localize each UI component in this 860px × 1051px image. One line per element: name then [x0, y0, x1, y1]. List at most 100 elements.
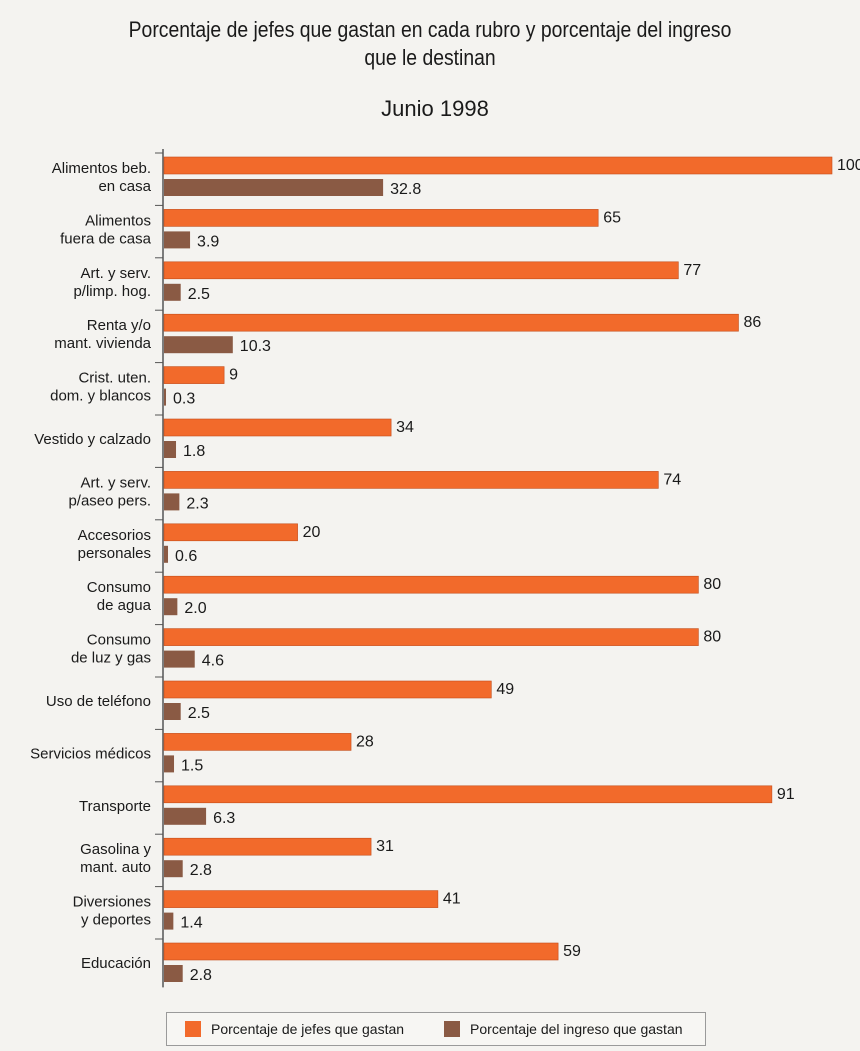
bar-ingreso: [164, 493, 180, 511]
category-label: dom. y blancos: [50, 388, 151, 405]
bar-jefes: [163, 575, 699, 594]
value-label-jefes: 34: [396, 419, 414, 436]
value-label-jefes: 59: [563, 943, 581, 960]
category-label: Vestido y calzado: [34, 431, 151, 448]
category-label: fuera de casa: [60, 230, 152, 247]
bar-ingreso: [164, 755, 175, 773]
bar-jefes: [163, 523, 298, 542]
value-label-jefes: 9: [229, 367, 238, 384]
legend-swatch-jefes: [185, 1021, 201, 1037]
value-label-ingreso: 2.5: [188, 705, 210, 722]
bar-jefes: [163, 313, 739, 332]
bar-jefes: [163, 628, 699, 646]
category-label: Transporte: [79, 798, 151, 815]
category-label: Educación: [81, 955, 151, 972]
bar-ingreso: [164, 598, 178, 616]
legend: Porcentaje de jefes que gastan Porcentaj…: [166, 1012, 706, 1046]
bar-jefes: [163, 837, 372, 856]
value-label-ingreso: 2.0: [184, 600, 206, 617]
bar-ingreso: [164, 545, 169, 563]
legend-label-ingreso: Porcentaje del ingreso que gastan: [470, 1021, 683, 1037]
chart-title-line-1: Porcentaje de jefes que gastan en cada r…: [128, 17, 732, 42]
value-label-ingreso: 4.6: [202, 653, 224, 670]
legend-label-jefes: Porcentaje de jefes que gastan: [211, 1021, 405, 1037]
category-label: Uso de teléfono: [46, 693, 151, 710]
value-label-ingreso: 10.3: [240, 338, 271, 355]
value-label-jefes: 100: [837, 157, 860, 174]
bar-jefes: [163, 733, 352, 751]
category-label: mant. auto: [80, 859, 151, 876]
value-label-jefes: 28: [356, 733, 374, 750]
value-label-jefes: 74: [663, 471, 681, 488]
category-label: de luz y gas: [71, 650, 151, 667]
bar-ingreso: [164, 336, 233, 354]
value-label-ingreso: 2.5: [188, 286, 210, 303]
category-label: Gasolina y: [80, 841, 151, 858]
category-label: Servicios médicos: [30, 745, 151, 762]
bar-jefes: [163, 785, 773, 804]
legend-item-jefes: Porcentaje de jefes que gastan: [185, 1021, 404, 1037]
bar-ingreso: [164, 703, 181, 720]
value-label-ingreso: 1.4: [180, 915, 202, 932]
category-label: Art. y serv.: [80, 474, 151, 491]
value-label-jefes: 77: [683, 262, 701, 279]
value-label-jefes: 20: [303, 524, 321, 541]
category-label: Consumo: [87, 632, 151, 649]
category-label: Crist. uten.: [78, 370, 151, 387]
bar-ingreso: [164, 807, 207, 825]
value-label-ingreso: 1.5: [181, 757, 203, 774]
category-label: p/aseo pers.: [68, 492, 151, 509]
category-label: y deportes: [81, 912, 151, 929]
value-label-jefes: 65: [603, 209, 621, 226]
bar-jefes: [163, 261, 679, 280]
category-label: Alimentos: [85, 212, 151, 229]
chart-subtitle: Junio 1998: [381, 96, 489, 121]
bar-ingreso: [164, 912, 174, 930]
bar-ingreso: [164, 231, 191, 249]
category-label: Diversiones: [73, 894, 151, 911]
bar-jefes: [163, 418, 392, 437]
value-label-ingreso: 2.3: [186, 495, 208, 512]
value-label-jefes: 91: [777, 786, 795, 803]
bar-jefes: [163, 890, 439, 908]
value-label-jefes: 80: [703, 576, 721, 593]
category-label: Consumo: [87, 579, 151, 596]
category-label: Art. y serv.: [80, 265, 151, 282]
bar-chart: Alimentos beb.en casa 100 32.8 Alimentosfue…: [30, 149, 860, 988]
value-label-jefes: 80: [703, 629, 721, 646]
chart-title-line-2: que le destinan: [364, 45, 496, 70]
value-label-jefes: 31: [376, 838, 394, 855]
value-label-ingreso: 0.6: [175, 548, 197, 565]
value-label-ingreso: 6.3: [213, 810, 235, 827]
value-label-jefes: 41: [443, 891, 461, 908]
category-label: Alimentos beb.: [52, 160, 151, 177]
bar-jefes: [163, 366, 225, 384]
legend-item-ingreso: Porcentaje del ingreso que gastan: [444, 1021, 683, 1037]
category-label: de agua: [97, 597, 152, 614]
value-label-ingreso: 2.8: [190, 967, 212, 984]
bar-ingreso: [164, 650, 195, 668]
category-label: mant. vivienda: [54, 335, 151, 352]
category-label: Renta y/o: [87, 317, 151, 334]
category-label: personales: [78, 545, 151, 562]
chart-title: Porcentaje de jefes que gastan en cada r…: [52, 16, 809, 72]
bar-ingreso: [164, 283, 181, 301]
bar-jefes: [163, 209, 599, 227]
bar-ingreso: [164, 179, 384, 196]
value-label-ingreso: 0.3: [173, 391, 195, 408]
bar-ingreso: [164, 965, 183, 982]
legend-swatch-ingreso: [444, 1021, 461, 1037]
bar-jefes: [163, 680, 492, 699]
bar-jefes: [163, 471, 659, 489]
bar-jefes: [163, 942, 559, 961]
bar-ingreso: [164, 441, 177, 458]
value-label-ingreso: 3.9: [197, 233, 219, 250]
value-label-ingreso: 1.8: [183, 443, 205, 460]
value-label-jefes: 49: [496, 681, 514, 698]
value-label-ingreso: 32.8: [390, 181, 421, 198]
bar-jefes: [163, 156, 833, 175]
value-label-ingreso: 2.8: [190, 862, 212, 879]
category-label: en casa: [98, 178, 151, 195]
bar-ingreso: [164, 388, 167, 406]
bar-ingreso: [164, 860, 183, 878]
